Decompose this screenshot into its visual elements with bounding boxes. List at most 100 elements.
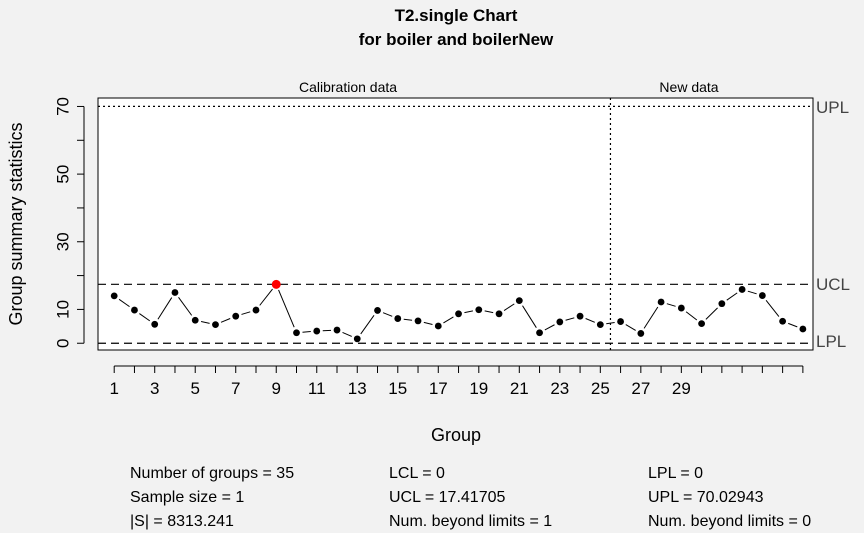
- data-point: [455, 310, 462, 318]
- series-segment: [220, 318, 231, 323]
- x-tick-label: 23: [550, 379, 569, 398]
- series-segment: [544, 324, 555, 331]
- footer-lpl: LPL = 0: [648, 465, 703, 482]
- lcl-lpl-label: LPL: [816, 332, 846, 351]
- series-segment: [403, 318, 413, 321]
- series-segment: [666, 303, 676, 307]
- series-segment: [302, 331, 311, 333]
- data-point: [738, 286, 746, 293]
- data-point: [576, 312, 584, 320]
- series-segment: [522, 305, 537, 328]
- data-point: [212, 321, 219, 329]
- series-segment: [606, 321, 615, 325]
- series-segment: [342, 331, 352, 337]
- calibration-section-label: Calibration data: [299, 79, 397, 95]
- data-point: [353, 335, 361, 343]
- series-segment: [423, 321, 433, 326]
- plot-area: [97, 97, 814, 351]
- y-tick-label: 70: [54, 97, 73, 116]
- data-point: [536, 329, 543, 337]
- series-segment: [443, 316, 454, 324]
- data-series: [110, 279, 807, 343]
- footer-stats: Number of groups = 35 Sample size = 1 |S…: [130, 465, 811, 530]
- footer-control-beyond: Num. beyond limits = 1: [389, 513, 552, 530]
- data-point: [596, 321, 604, 329]
- x-tick-label: 1: [109, 379, 118, 398]
- x-tick-label: 27: [631, 379, 650, 398]
- x-tick-label: 17: [429, 379, 448, 398]
- footer-lcl: LCL = 0: [389, 465, 445, 482]
- y-tick-label: 10: [54, 300, 73, 319]
- series-segment: [625, 324, 636, 331]
- violation-point: [271, 279, 281, 289]
- footer-ucl: UCL = 17.41705: [389, 489, 505, 506]
- data-point: [758, 292, 766, 299]
- series-segment: [484, 310, 494, 314]
- x-tick-label: 7: [231, 379, 240, 398]
- series-segment: [139, 313, 151, 322]
- series-segment: [259, 288, 273, 306]
- x-tick-label: 19: [469, 379, 488, 398]
- y-tick-label: 30: [54, 232, 73, 251]
- series-segment: [278, 289, 295, 328]
- series-segment: [765, 299, 780, 317]
- data-point: [495, 310, 503, 318]
- chart-subtitle: for boiler and boilerNew: [359, 30, 554, 49]
- series-segment: [788, 322, 798, 328]
- series-segment: [585, 318, 595, 323]
- data-point: [556, 318, 564, 326]
- data-point: [232, 312, 240, 320]
- data-point: [191, 316, 199, 324]
- series-segment: [643, 306, 659, 329]
- data-point: [515, 297, 523, 305]
- x-tick-label: 11: [308, 379, 326, 398]
- data-point: [617, 318, 624, 325]
- data-point: [414, 317, 422, 325]
- series-segment: [200, 321, 210, 324]
- series-segment: [241, 311, 251, 315]
- data-point: [799, 325, 807, 333]
- data-point: [698, 320, 705, 328]
- series-segment: [726, 292, 738, 301]
- data-point: [394, 315, 402, 322]
- data-point: [475, 306, 483, 314]
- series-segment: [360, 315, 375, 335]
- series-segment: [685, 311, 698, 321]
- series-segment: [118, 298, 130, 308]
- data-point: [718, 300, 726, 308]
- data-point: [293, 329, 300, 337]
- y-axis-label: Group summary statistics: [6, 122, 26, 325]
- data-point: [313, 327, 321, 335]
- new-section-label: New data: [659, 79, 718, 95]
- series-segment: [157, 297, 173, 320]
- footer-prediction-beyond: Num. beyond limits = 0: [648, 513, 811, 530]
- data-point: [151, 320, 159, 328]
- data-point: [171, 289, 179, 296]
- series-segment: [503, 303, 515, 311]
- series-segment: [464, 310, 474, 314]
- x-tick-label: 21: [510, 379, 529, 398]
- data-point: [637, 330, 645, 337]
- series-segment: [178, 297, 193, 316]
- x-axis-label: Group: [431, 425, 481, 445]
- ucl-label: UCL: [816, 275, 850, 294]
- x-tick-label: 15: [388, 379, 407, 398]
- data-point: [657, 298, 665, 306]
- x-tick-label: 3: [150, 379, 159, 398]
- footer-num-groups: Number of groups = 35: [130, 465, 294, 482]
- footer-upl: UPL = 70.02943: [648, 489, 764, 506]
- x-tick-label: 29: [672, 379, 691, 398]
- footer-sample-size: Sample size = 1: [130, 489, 244, 506]
- data-point: [110, 292, 118, 300]
- limit-lines: [98, 98, 813, 350]
- data-point: [677, 304, 685, 312]
- y-tick-label: 50: [54, 165, 73, 184]
- upl-label: UPL: [816, 98, 849, 117]
- data-point: [779, 317, 787, 325]
- series-segment: [565, 317, 575, 321]
- x-tick-label: 13: [348, 379, 367, 398]
- data-point: [252, 306, 260, 314]
- data-point: [434, 322, 442, 330]
